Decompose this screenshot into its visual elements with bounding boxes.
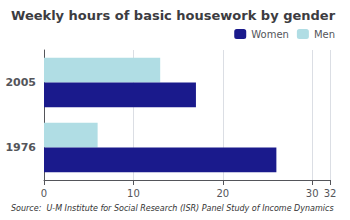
svg-text:1976: 1976 xyxy=(5,141,36,154)
svg-text:2005: 2005 xyxy=(5,76,36,89)
svg-text:30: 30 xyxy=(306,188,319,199)
svg-text:Weekly hours of basic housewor: Weekly hours of basic housework by gende… xyxy=(11,8,336,23)
svg-text:32: 32 xyxy=(324,188,337,199)
svg-text:Source: U-M Institute for Soc: Source: U-M Institute for Social Researc… xyxy=(11,204,334,213)
svg-text:10: 10 xyxy=(127,188,140,199)
svg-text:Women: Women xyxy=(251,29,289,40)
svg-text:Men: Men xyxy=(314,29,335,40)
svg-text:20: 20 xyxy=(216,188,229,199)
svg-text:0: 0 xyxy=(41,188,47,199)
